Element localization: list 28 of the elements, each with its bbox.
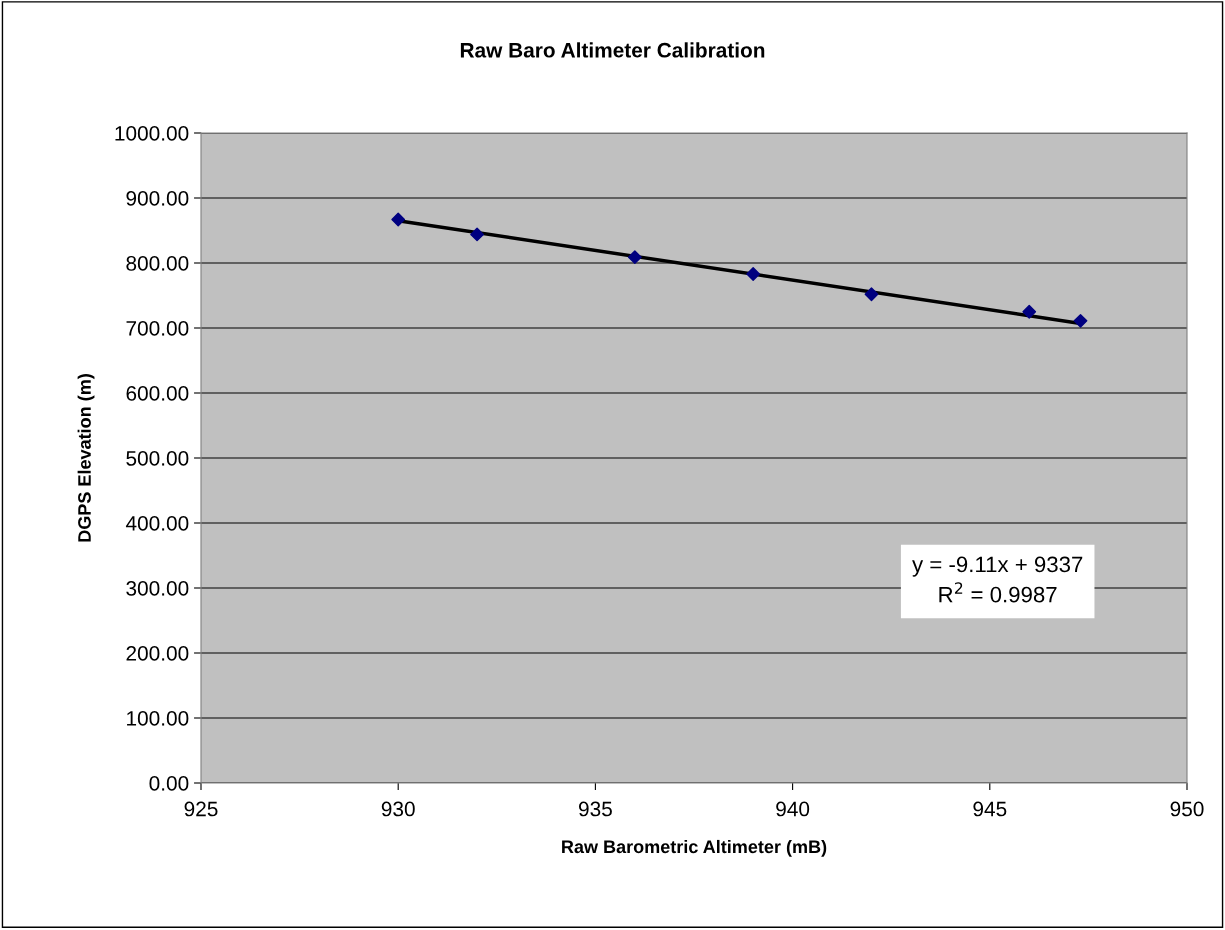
- x-tick-label: 930: [381, 801, 415, 817]
- point: [627, 250, 642, 265]
- y-tick-label: 1000.00: [115, 126, 189, 141]
- x-tick-label: 950: [1170, 801, 1204, 817]
- x-tick-label: 925: [184, 801, 218, 817]
- chart-title: Raw Baro Altimeter Calibration: [460, 42, 765, 58]
- y-tick-label: 400.00: [125, 516, 189, 531]
- point: [1073, 313, 1088, 328]
- x-tick-label: 935: [579, 801, 612, 817]
- y-tick-label: 300.00: [126, 581, 189, 596]
- x-tick-label: 945: [973, 801, 1007, 817]
- x-tick-label: 940: [776, 801, 810, 817]
- point: [470, 227, 484, 242]
- point: [391, 212, 406, 227]
- annotation: y = -9.11x + 9337 R$^{2}$ = 0.9987: [912, 556, 1083, 603]
- point: [746, 267, 761, 281]
- y-tick-label: 600.00: [126, 386, 189, 401]
- point: [1022, 304, 1037, 319]
- y-tick-label: 700.00: [126, 321, 189, 336]
- y-tick-label: 800.00: [126, 256, 189, 271]
- y-tick-label: 900.00: [126, 191, 189, 206]
- y-axis-title: DGPS Elevation (m): [77, 374, 95, 542]
- x-axis-title: Raw Barometric Altimeter (mB): [562, 839, 827, 857]
- y-tick-label: 500.00: [126, 451, 189, 466]
- y-tick-label: 200.00: [126, 646, 189, 661]
- y-tick-label: 0.00: [149, 776, 189, 791]
- point: [864, 287, 879, 302]
- y-tick-label: 100.00: [127, 711, 189, 726]
